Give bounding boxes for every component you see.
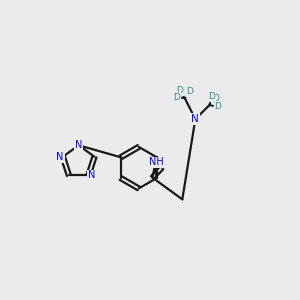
Text: N: N (56, 152, 64, 162)
Text: N: N (191, 114, 199, 124)
Text: D: D (176, 86, 183, 95)
Text: D: D (214, 102, 221, 111)
Text: D: D (208, 92, 215, 101)
Text: D: D (186, 87, 193, 96)
Text: D: D (173, 93, 180, 102)
Text: N: N (88, 170, 95, 180)
Text: NH: NH (148, 157, 163, 167)
Text: D: D (212, 94, 219, 103)
Text: N: N (75, 140, 82, 150)
